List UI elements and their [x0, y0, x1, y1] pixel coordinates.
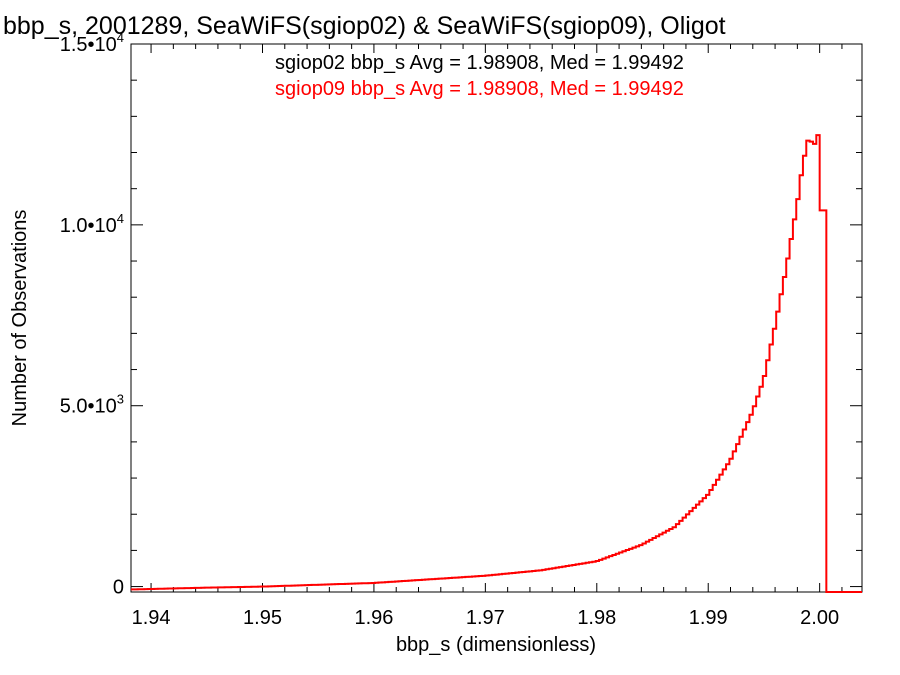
y-tick-label: 1.0•104	[60, 211, 124, 237]
histogram-series-sgiop09	[131, 134, 862, 593]
y-axis: 0 5.0•103 1.0•104 1.5•104	[60, 30, 862, 599]
plot-frame	[130, 43, 863, 593]
x-tick-label: 1.95	[243, 607, 282, 629]
x-tick-label: 1.99	[689, 607, 728, 629]
x-tick-label: 1.97	[466, 607, 505, 629]
y-axis-label: Number of Observations	[9, 210, 31, 427]
x-tick-label: 1.96	[354, 607, 393, 629]
x-tick-label: 1.94	[132, 607, 171, 629]
y-tick-label: 5.0•103	[60, 392, 124, 418]
x-axis-label: bbp_s (dimensionless)	[396, 634, 596, 656]
x-tick-label: 1.98	[577, 607, 616, 629]
chart-title: bbp_s, 2001289, SeaWiFS(sgiop02) & SeaWi…	[3, 12, 726, 40]
x-tick-label: 2.00	[800, 607, 839, 629]
annotation-sgiop09: sgiop09 bbp_s Avg = 1.98908, Med = 1.994…	[275, 78, 684, 100]
y-tick-label: 1.5•104	[60, 30, 124, 56]
annotation-sgiop02: sgiop02 bbp_s Avg = 1.98908, Med = 1.994…	[275, 52, 684, 74]
y-tick-label: 0	[113, 577, 124, 599]
x-axis: 1.94 1.95 1.96 1.97 1.98 1.99 2.00	[132, 44, 843, 629]
